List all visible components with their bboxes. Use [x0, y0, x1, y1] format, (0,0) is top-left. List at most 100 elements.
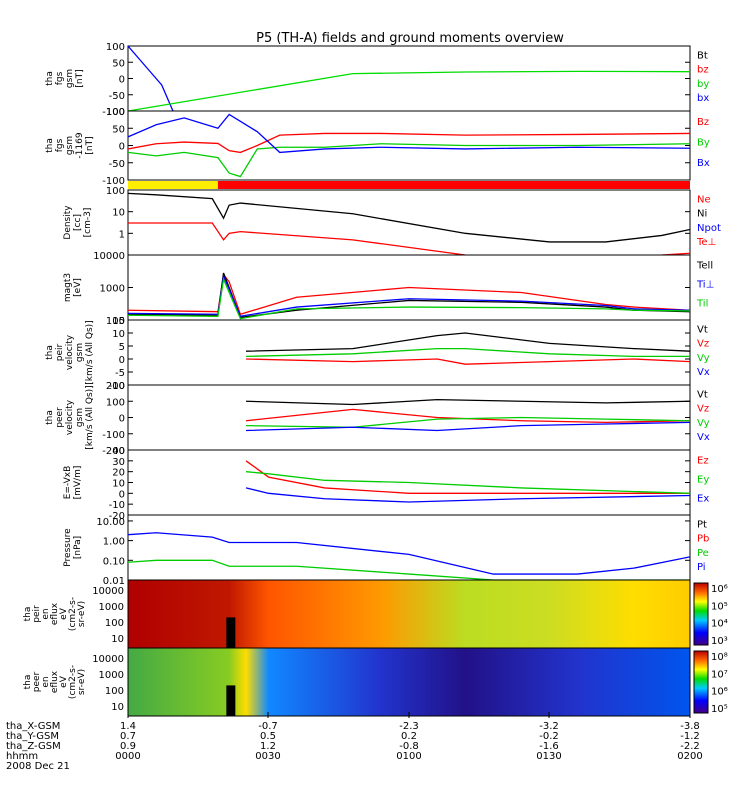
- legend-entry: Npot: [697, 223, 721, 234]
- y-tick-label: 10.00: [96, 517, 125, 528]
- legend-entry: Ti⊥: [696, 280, 714, 291]
- series-Bz: [128, 132, 690, 154]
- y-tick-label: 10: [112, 479, 125, 490]
- y-tick-label: 10000: [92, 586, 124, 597]
- chart-title: P5 (TH-A) fields and ground moments over…: [256, 31, 564, 46]
- series-Vy: [246, 416, 690, 428]
- y-tick-label: -50: [109, 159, 125, 170]
- legend-entry: Vy: [697, 418, 710, 429]
- ephemeris-value: -0.8: [399, 741, 419, 752]
- legend-entry: Tell: [696, 261, 713, 272]
- series-Ey: [245, 471, 690, 494]
- colorbar-tick-label: 10⁴: [711, 619, 728, 630]
- legend-entry: Bz: [697, 117, 709, 128]
- y-tick-label: 50: [112, 124, 125, 135]
- y-tick-label: -100: [102, 430, 125, 441]
- y-tick-label: 10: [112, 208, 125, 219]
- y-tick-label: -5: [115, 368, 125, 379]
- series-Ne: [128, 222, 690, 255]
- series-Pe: [128, 559, 690, 580]
- legend-entry: Vz: [697, 404, 709, 415]
- panel-frame: [127, 514, 691, 581]
- ephemeris-value: -0.2: [539, 731, 559, 742]
- ephemeris-date: 2008 Dec 21: [6, 761, 70, 772]
- legend-entry: Pb: [697, 534, 709, 545]
- y-tick-label: 100: [106, 397, 125, 408]
- y-tick-label: 100: [106, 107, 125, 118]
- series-Vz: [245, 408, 690, 424]
- mode-bar-segment-1: [217, 181, 691, 189]
- y-tick-label: 0: [119, 355, 125, 366]
- y-axis-label: thapeerenefluxeV(cm2-s-sr-eV): [23, 665, 87, 699]
- y-tick-label: 15: [112, 316, 125, 327]
- legend-entry: Vy: [697, 353, 710, 364]
- ephemeris-value: 0000: [115, 751, 140, 762]
- y-tick-label: 1000: [100, 284, 125, 295]
- ephemeris-value: -1.6: [539, 741, 559, 752]
- series-By: [128, 143, 690, 178]
- y-tick-label: 1.00: [103, 537, 125, 548]
- legend-entry: Ez: [697, 456, 709, 467]
- panel-temp: 100 1000 10000 magt3[eV] Tell Ti⊥ Til: [63, 251, 714, 327]
- legend-entry: Ni: [697, 209, 707, 220]
- y-axis-label: thapeirvelocitygsm[km/s (All Qs)]: [45, 320, 95, 384]
- ephemeris-value: 0.7: [120, 731, 136, 742]
- y-axis-label: Density[cc][cm-3]: [63, 205, 93, 240]
- y-tick-label: 100: [105, 618, 124, 629]
- colorbar-tick-label: 10⁶: [711, 687, 728, 698]
- colorbar-tick-label: 10³: [711, 636, 728, 647]
- data-gap: [226, 685, 236, 716]
- colorbar-tick-label: 10⁵: [711, 704, 728, 715]
- colorbar-tick-label: 10⁷: [711, 669, 728, 680]
- y-tick-label: 200: [106, 381, 125, 392]
- panel-peir_vel: -10 -5 0 5 10 15 thapeirvelocitygsm[km/s (All …: [45, 316, 710, 392]
- y-tick-label: 10: [112, 329, 125, 340]
- ephemeris-value: 0030: [255, 751, 280, 762]
- colorbar-tick-label: 10⁶: [711, 584, 728, 595]
- legend-entry: Ne: [697, 194, 711, 205]
- ephemeris-value: -3.2: [539, 721, 559, 732]
- ephemeris-value: 0.5: [260, 731, 276, 742]
- legend-entry: by: [697, 79, 709, 90]
- ephemeris-label: hhmm: [6, 751, 38, 762]
- series-bx: [128, 46, 174, 111]
- ephemeris-value: -3.8: [680, 721, 700, 732]
- y-tick-label: 0: [119, 414, 125, 425]
- legend-entry: Pi: [697, 562, 706, 573]
- colorbar-tick-label: 10⁵: [711, 601, 728, 612]
- legend-entry: Pe: [697, 548, 709, 559]
- y-tick-label: 40: [112, 446, 125, 457]
- ephemeris-label: tha_X-GSM: [6, 721, 60, 732]
- panel-peir_spec: 10³ 10⁴ 10⁵ 10⁶ 10 100 1000 10000 thapeireneflux…: [23, 579, 728, 649]
- y-axis-label: thafgsgsm[nT]: [45, 69, 85, 88]
- series-Vz: [246, 358, 690, 365]
- legend-entry: Bx: [697, 158, 710, 169]
- y-tick-label: -50: [109, 91, 125, 102]
- series-Ex: [245, 487, 690, 503]
- y-tick-label: 100: [106, 42, 125, 53]
- ephemeris-value: -1.2: [680, 731, 700, 742]
- ephemeris-value: -0.7: [258, 721, 278, 732]
- series-Vy: [246, 347, 690, 358]
- spectrogram: [128, 580, 690, 648]
- series-Pi: [128, 532, 690, 575]
- colorbar: [693, 650, 709, 714]
- panel-peer_vel: -200 -100 0 100 200 thapeervelocitygsm[km/s (…: [45, 381, 710, 457]
- panel-density: 1 10 100 Density[cc][cm-3] Ne Ni Npot Te⊥: [63, 186, 721, 256]
- y-tick-label: -100: [102, 107, 125, 118]
- panel-fgs_1169: -100 -50 0 50 100 thafgsgsm-1169[nT] Bz By Bx: [45, 107, 710, 187]
- y-tick-label: 20: [112, 468, 125, 479]
- y-tick-label: 0.10: [103, 556, 125, 567]
- ephemeris-value: 0100: [396, 751, 421, 762]
- ephemeris-value: 1.4: [120, 721, 136, 732]
- spectrogram: [128, 648, 690, 716]
- legend-entry: Ey: [697, 475, 709, 486]
- panel-fgs: -100 -50 0 50 100 thafgsgsm[nT] Bt bz by bx: [45, 42, 709, 118]
- colorbar: [693, 582, 709, 646]
- series-Vt: [246, 398, 690, 406]
- series-Vx: [246, 421, 690, 432]
- ephemeris-value: 0.2: [401, 731, 417, 742]
- y-tick-label: 0: [119, 142, 125, 153]
- ephemeris-value: 0.9: [120, 741, 136, 752]
